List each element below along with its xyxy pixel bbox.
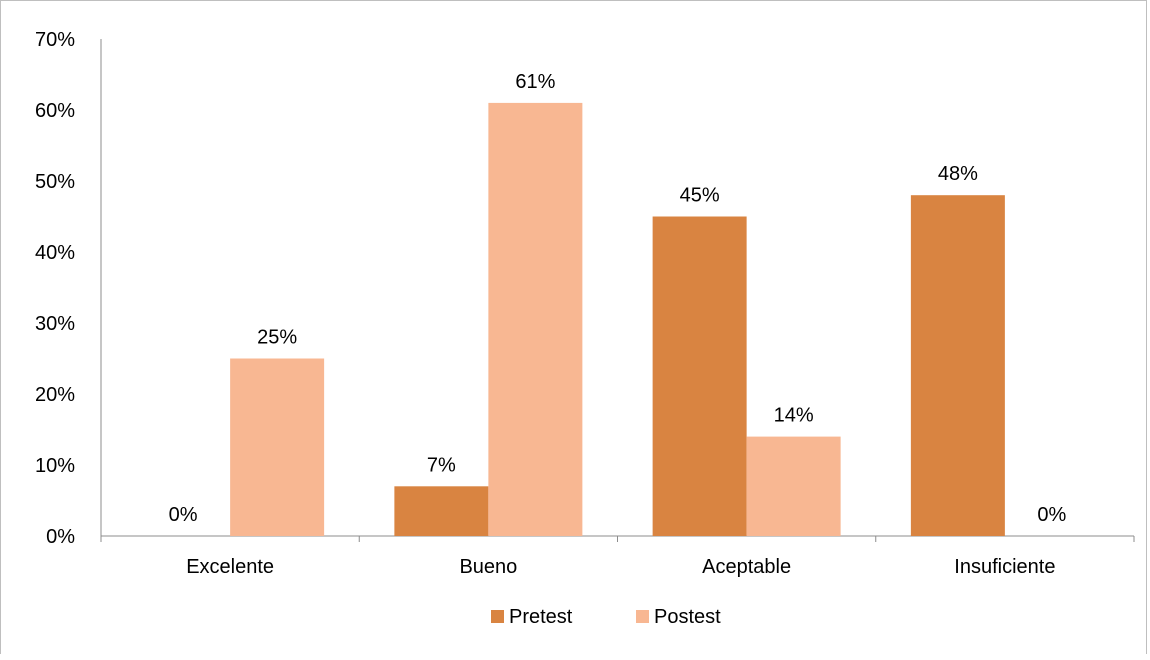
legend: Pretest Postest bbox=[491, 606, 721, 628]
y-tick-label: 70% bbox=[35, 29, 75, 51]
legend-swatch-pretest bbox=[491, 610, 504, 623]
data-label: 0% bbox=[169, 504, 198, 526]
x-tick-label: Aceptable bbox=[702, 556, 791, 578]
legend-swatch-postest bbox=[636, 610, 649, 623]
bar-postest bbox=[746, 436, 841, 536]
bar-pretest bbox=[652, 216, 747, 536]
y-tick-label: 10% bbox=[35, 455, 75, 477]
bars bbox=[230, 102, 1005, 537]
data-label: 0% bbox=[1037, 504, 1066, 526]
x-tick-label: Excelente bbox=[186, 556, 274, 578]
bar-postest bbox=[488, 102, 583, 537]
x-tick-label: Insuficiente bbox=[954, 556, 1055, 578]
bar-pretest bbox=[910, 195, 1005, 536]
bar-postest bbox=[230, 358, 325, 536]
data-label: 14% bbox=[774, 405, 814, 427]
data-label: 25% bbox=[257, 327, 297, 349]
legend-label: Postest bbox=[654, 606, 721, 628]
data-label: 48% bbox=[938, 163, 978, 185]
data-label: 7% bbox=[427, 454, 456, 476]
y-tick-label: 30% bbox=[35, 313, 75, 335]
x-axis: Excelente Bueno Aceptable Insuficiente bbox=[100, 535, 1135, 578]
legend-label: Pretest bbox=[509, 606, 573, 628]
y-tick-label: 0% bbox=[46, 526, 75, 548]
y-tick-label: 40% bbox=[35, 242, 75, 264]
y-axis: 0% 10% 20% 30% 40% 50% 60% 70% bbox=[35, 29, 102, 548]
data-label: 61% bbox=[515, 71, 555, 93]
y-tick-label: 50% bbox=[35, 171, 75, 193]
bar-pretest bbox=[394, 486, 489, 536]
data-label: 45% bbox=[680, 185, 720, 207]
y-tick-label: 20% bbox=[35, 384, 75, 406]
y-tick-label: 60% bbox=[35, 100, 75, 122]
data-labels: 0% 7% 45% 48% 25% 61% 14% 0% bbox=[169, 71, 1067, 526]
x-tick-label: Bueno bbox=[459, 556, 517, 578]
